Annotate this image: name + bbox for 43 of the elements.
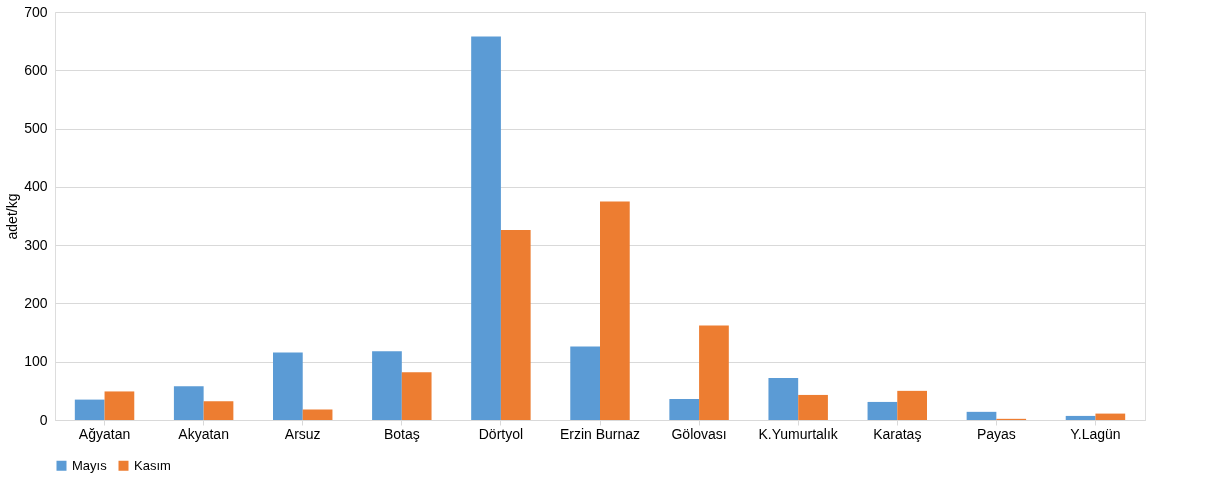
bar	[798, 394, 828, 420]
y-tick-label: 700	[24, 3, 48, 20]
bar	[1095, 413, 1126, 420]
y-tick-label: 400	[24, 178, 48, 195]
x-tick-label: Akyatan	[178, 425, 229, 442]
bar	[966, 411, 997, 420]
bar	[897, 390, 927, 420]
x-tick-label: Gölovası	[671, 425, 727, 442]
legend-label: Kasım	[134, 457, 171, 473]
x-tick-label: Dörtyol	[478, 425, 524, 442]
bar	[600, 201, 630, 420]
bar	[401, 372, 432, 420]
y-tick-label: 100	[24, 353, 48, 370]
y-tick-label: 600	[24, 61, 48, 78]
y-tick-label: 300	[24, 236, 48, 253]
legend-label: Mayıs	[72, 457, 108, 473]
bar	[273, 352, 303, 420]
y-axis-title: adet/kg	[4, 193, 21, 240]
bar	[669, 399, 700, 420]
bar	[302, 409, 333, 420]
x-tick-label: K.Yumurtalık	[758, 425, 839, 442]
x-tick-label: Arsuz	[284, 425, 321, 442]
bar	[1065, 415, 1096, 420]
bar	[768, 378, 799, 420]
bar	[173, 386, 204, 420]
bar	[570, 346, 600, 420]
y-tick-label: 200	[24, 294, 48, 311]
x-tick-label: Karataş	[873, 425, 922, 442]
bar	[372, 351, 402, 420]
bar	[867, 401, 898, 420]
bar	[104, 391, 135, 420]
x-tick-label: Ağyatan	[78, 425, 131, 442]
x-tick-label: Y.Lagün	[1070, 425, 1121, 442]
bar	[471, 36, 501, 420]
x-tick-label: Payas	[976, 425, 1016, 442]
y-tick-label: 500	[24, 120, 48, 137]
bar	[203, 401, 234, 420]
bar	[500, 229, 531, 420]
bar	[74, 399, 105, 420]
x-tick-label: Botaş	[383, 425, 420, 442]
bar	[699, 325, 729, 420]
x-tick-label: Erzin Burnaz	[559, 425, 641, 442]
y-tick-label: 0	[39, 411, 48, 428]
